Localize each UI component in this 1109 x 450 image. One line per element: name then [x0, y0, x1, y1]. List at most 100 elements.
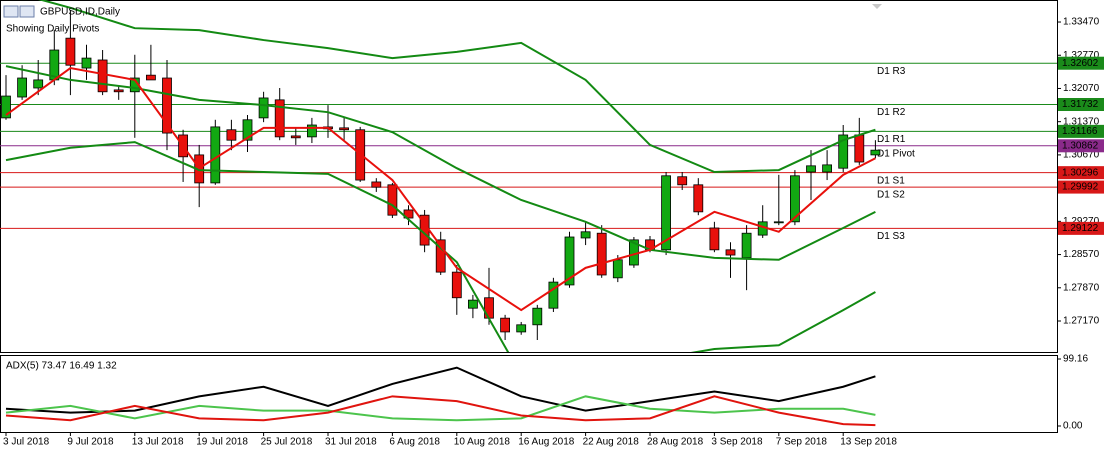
candle-body [677, 176, 688, 186]
candle-body [226, 129, 237, 141]
chart-subtitle: Showing Daily Pivots [6, 24, 99, 35]
y-tick-label: 1.31370 [1063, 116, 1100, 127]
y-tick-label: 1.27170 [1063, 316, 1100, 327]
symbol-icon [3, 5, 19, 18]
candle-body [145, 74, 156, 81]
x-tick-label: 25 Jul 2018 [261, 437, 313, 448]
price-label-box [1058, 56, 1104, 70]
x-tick-label: 9 Jul 2018 [67, 437, 114, 448]
candle-body [81, 57, 92, 69]
candle-body [822, 164, 832, 173]
pivot-level-name: D1 S3 [877, 231, 905, 242]
candle-body [306, 124, 317, 138]
y-tick-label: 1.32070 [1063, 83, 1100, 94]
adx-title: ADX(5) 73.47 16.49 1.32 [6, 361, 117, 372]
chart-title: GBPUSD,ID,Daily [40, 7, 120, 18]
price-label-box [1058, 98, 1104, 112]
candle-body [274, 99, 285, 138]
adx-line [5, 395, 876, 427]
main-plot: D1 R3 D1 R2 D1 R1 D1 Pivot D1 S1 D1 S2 D1 S3 [0, 0, 1057, 352]
candle-body [435, 239, 446, 273]
candle-body [210, 126, 221, 184]
candle-body [838, 134, 849, 169]
price-label-box [1058, 166, 1104, 180]
timeframe-icon [19, 5, 35, 18]
candle-body [532, 307, 543, 326]
price-label: 1.31166 [1062, 126, 1098, 137]
candle-body [564, 236, 575, 286]
candle-body [65, 37, 76, 66]
candle-body [467, 299, 478, 309]
pivot-level-name: D1 S2 [877, 190, 905, 201]
price-label: 1.30296 [1062, 167, 1099, 178]
main-panel-frame [0, 0, 1058, 353]
pivot-level-name: D1 R1 [877, 134, 906, 145]
pivot-level-name: D1 R2 [877, 107, 906, 118]
candle-body [725, 249, 736, 256]
x-tick-label: 28 Aug 2018 [647, 437, 704, 448]
price-label-box [1058, 124, 1104, 138]
x-tick-label: 10 Aug 2018 [454, 437, 511, 448]
candle-body [790, 175, 800, 223]
price-label: 1.29992 [1062, 182, 1099, 193]
adx-panel-frame [0, 355, 1058, 433]
candle-body [693, 184, 704, 213]
candle-body [403, 209, 414, 219]
y-tick-label: 0.00 [1063, 421, 1083, 432]
candle-body [242, 119, 253, 141]
candle-body [387, 184, 398, 216]
adx-plot [5, 366, 876, 427]
candle-body [33, 79, 44, 89]
candle-body [596, 232, 607, 276]
x-tick-label: 7 Sep 2018 [776, 437, 828, 448]
candle-body [17, 77, 28, 98]
price-label-box [1058, 139, 1104, 153]
y-tick-label: 1.30670 [1063, 150, 1100, 161]
candle-body [371, 181, 382, 188]
candle-body [97, 59, 108, 93]
price-label-box [1058, 221, 1104, 235]
candle-body [806, 165, 816, 173]
adx-line [5, 366, 876, 414]
price-label: 1.30862 [1062, 140, 1099, 151]
pivot-level-name: D1 R3 [877, 66, 906, 77]
candle-body [1, 95, 11, 119]
y-tick-label: 1.28570 [1063, 249, 1100, 260]
x-tick-label: 13 Sep 2018 [840, 437, 897, 448]
candle-body [290, 135, 301, 139]
price-label: 1.29122 [1062, 223, 1099, 234]
price-label: 1.31732 [1062, 99, 1099, 110]
candle-body [709, 227, 720, 251]
candle-body [113, 89, 124, 93]
shift-marker [872, 4, 882, 9]
y-tick-label: 1.33470 [1063, 17, 1100, 28]
candle-body [548, 281, 559, 309]
x-tick-label: 3 Sep 2018 [711, 437, 763, 448]
candle-body [258, 97, 269, 119]
candle-body [451, 271, 462, 299]
candle-body [162, 77, 172, 134]
y-tick-label: 1.29270 [1063, 216, 1100, 227]
y-tick-label: 1.32770 [1063, 50, 1100, 61]
candle-body [741, 232, 752, 259]
indicator-line [5, 65, 876, 261]
indicator-line [5, 141, 876, 352]
candle-body [580, 231, 591, 239]
y-tick-label: 99.16 [1063, 354, 1088, 365]
x-tick-label: 19 Jul 2018 [196, 437, 248, 448]
candle-body [500, 317, 511, 333]
x-tick-label: 16 Aug 2018 [518, 437, 575, 448]
price-label: 1.32602 [1062, 58, 1099, 69]
pivot-level-name: D1 S1 [877, 175, 905, 186]
adx-line [5, 395, 876, 422]
indicator-line [5, 66, 876, 312]
candle-body [339, 127, 350, 131]
y-tick-label: 1.27870 [1063, 282, 1100, 293]
candle-body [516, 324, 527, 333]
indicator-line [38, 0, 876, 173]
candle-body [773, 221, 784, 224]
x-tick-label: 22 Aug 2018 [583, 437, 640, 448]
